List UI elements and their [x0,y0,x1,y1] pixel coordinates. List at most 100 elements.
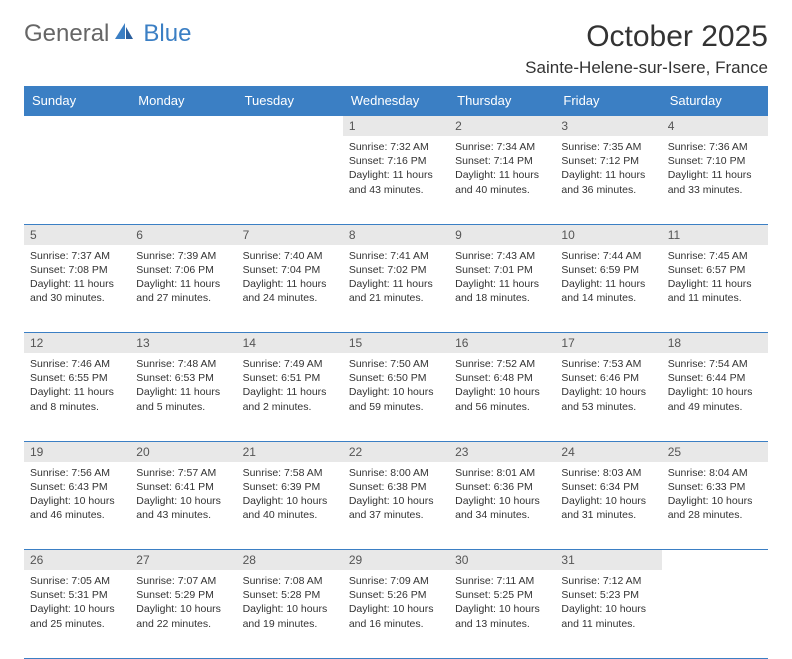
day-cell: Sunrise: 7:49 AMSunset: 6:51 PMDaylight:… [237,353,343,441]
day-number [237,116,343,137]
day-detail-line: and 30 minutes. [30,291,124,305]
day-detail-line: Sunset: 6:43 PM [30,480,124,494]
weekday-header: Monday [130,86,236,116]
day-detail-line: and 19 minutes. [243,617,337,631]
day-details: Sunrise: 8:04 AMSunset: 6:33 PMDaylight:… [668,466,762,523]
weekday-header: Thursday [449,86,555,116]
day-detail-line: Daylight: 11 hours [30,277,124,291]
day-details: Sunrise: 7:05 AMSunset: 5:31 PMDaylight:… [30,574,124,631]
day-number: 3 [555,116,661,137]
day-details: Sunrise: 8:01 AMSunset: 6:36 PMDaylight:… [455,466,549,523]
day-detail-line: Sunrise: 7:45 AM [668,249,762,263]
day-cell: Sunrise: 7:34 AMSunset: 7:14 PMDaylight:… [449,136,555,224]
day-detail-line: Daylight: 10 hours [561,602,655,616]
day-detail-line: and 31 minutes. [561,508,655,522]
day-detail-line: Sunrise: 7:35 AM [561,140,655,154]
day-number [24,116,130,137]
day-number: 6 [130,224,236,245]
day-number: 30 [449,550,555,571]
day-details: Sunrise: 7:11 AMSunset: 5:25 PMDaylight:… [455,574,549,631]
day-detail-line: and 27 minutes. [136,291,230,305]
day-detail-line: Daylight: 11 hours [561,168,655,182]
day-detail-line: Sunset: 5:26 PM [349,588,443,602]
day-content-row: Sunrise: 7:56 AMSunset: 6:43 PMDaylight:… [24,462,768,550]
day-number: 20 [130,441,236,462]
day-detail-line: Sunset: 6:46 PM [561,371,655,385]
day-detail-line: and 43 minutes. [349,183,443,197]
day-detail-line: Daylight: 11 hours [136,385,230,399]
calendar-table: Sunday Monday Tuesday Wednesday Thursday… [24,86,768,659]
day-detail-line: and 56 minutes. [455,400,549,414]
day-detail-line: and 37 minutes. [349,508,443,522]
day-detail-line: Daylight: 11 hours [349,277,443,291]
day-detail-line: Daylight: 10 hours [455,385,549,399]
day-detail-line: and 13 minutes. [455,617,549,631]
day-detail-line: Sunrise: 7:58 AM [243,466,337,480]
day-cell: Sunrise: 7:07 AMSunset: 5:29 PMDaylight:… [130,570,236,658]
day-detail-line: Sunset: 6:41 PM [136,480,230,494]
day-cell: Sunrise: 7:53 AMSunset: 6:46 PMDaylight:… [555,353,661,441]
day-cell: Sunrise: 7:58 AMSunset: 6:39 PMDaylight:… [237,462,343,550]
day-content-row: Sunrise: 7:05 AMSunset: 5:31 PMDaylight:… [24,570,768,658]
day-number [130,116,236,137]
day-number: 18 [662,333,768,354]
location: Sainte-Helene-sur-Isere, France [525,58,768,78]
day-number: 4 [662,116,768,137]
day-detail-line: Daylight: 10 hours [668,494,762,508]
day-details: Sunrise: 7:08 AMSunset: 5:28 PMDaylight:… [243,574,337,631]
day-detail-line: Sunrise: 7:37 AM [30,249,124,263]
day-detail-line: Sunset: 6:44 PM [668,371,762,385]
day-number-row: 1234 [24,116,768,137]
day-detail-line: and 21 minutes. [349,291,443,305]
day-details: Sunrise: 7:36 AMSunset: 7:10 PMDaylight:… [668,140,762,197]
day-detail-line: Sunrise: 7:36 AM [668,140,762,154]
day-number: 19 [24,441,130,462]
day-cell: Sunrise: 7:35 AMSunset: 7:12 PMDaylight:… [555,136,661,224]
day-detail-line: Sunrise: 8:04 AM [668,466,762,480]
day-details: Sunrise: 7:32 AMSunset: 7:16 PMDaylight:… [349,140,443,197]
day-cell: Sunrise: 7:52 AMSunset: 6:48 PMDaylight:… [449,353,555,441]
day-details: Sunrise: 7:35 AMSunset: 7:12 PMDaylight:… [561,140,655,197]
day-content-row: Sunrise: 7:32 AMSunset: 7:16 PMDaylight:… [24,136,768,224]
day-detail-line: and 46 minutes. [30,508,124,522]
day-number: 29 [343,550,449,571]
day-detail-line: and 24 minutes. [243,291,337,305]
day-detail-line: and 11 minutes. [668,291,762,305]
day-detail-line: Sunset: 5:28 PM [243,588,337,602]
day-cell: Sunrise: 7:39 AMSunset: 7:06 PMDaylight:… [130,245,236,333]
logo-text-blue: Blue [143,20,191,48]
day-details: Sunrise: 8:03 AMSunset: 6:34 PMDaylight:… [561,466,655,523]
day-cell [237,136,343,224]
day-detail-line: Daylight: 10 hours [455,494,549,508]
day-number: 1 [343,116,449,137]
day-number: 7 [237,224,343,245]
day-detail-line: Daylight: 10 hours [349,494,443,508]
day-detail-line: Sunrise: 8:00 AM [349,466,443,480]
day-cell: Sunrise: 7:44 AMSunset: 6:59 PMDaylight:… [555,245,661,333]
day-detail-line: Sunset: 6:51 PM [243,371,337,385]
logo-text-general: General [24,20,109,48]
logo-sail-icon [113,20,135,48]
day-detail-line: and 40 minutes. [243,508,337,522]
day-content-row: Sunrise: 7:37 AMSunset: 7:08 PMDaylight:… [24,245,768,333]
day-detail-line: Sunset: 7:04 PM [243,263,337,277]
day-number: 5 [24,224,130,245]
day-details: Sunrise: 7:07 AMSunset: 5:29 PMDaylight:… [136,574,230,631]
day-detail-line: Sunrise: 7:53 AM [561,357,655,371]
day-content-row: Sunrise: 7:46 AMSunset: 6:55 PMDaylight:… [24,353,768,441]
weekday-header: Wednesday [343,86,449,116]
day-detail-line: Sunset: 7:08 PM [30,263,124,277]
day-detail-line: Sunrise: 7:44 AM [561,249,655,263]
day-detail-line: and 33 minutes. [668,183,762,197]
day-number: 17 [555,333,661,354]
day-detail-line: Sunrise: 7:50 AM [349,357,443,371]
day-detail-line: Sunset: 6:33 PM [668,480,762,494]
day-number-row: 567891011 [24,224,768,245]
day-details: Sunrise: 7:37 AMSunset: 7:08 PMDaylight:… [30,249,124,306]
day-cell [24,136,130,224]
day-number: 25 [662,441,768,462]
day-number: 9 [449,224,555,245]
day-detail-line: Daylight: 10 hours [136,494,230,508]
day-detail-line: Daylight: 10 hours [136,602,230,616]
day-detail-line: and 53 minutes. [561,400,655,414]
